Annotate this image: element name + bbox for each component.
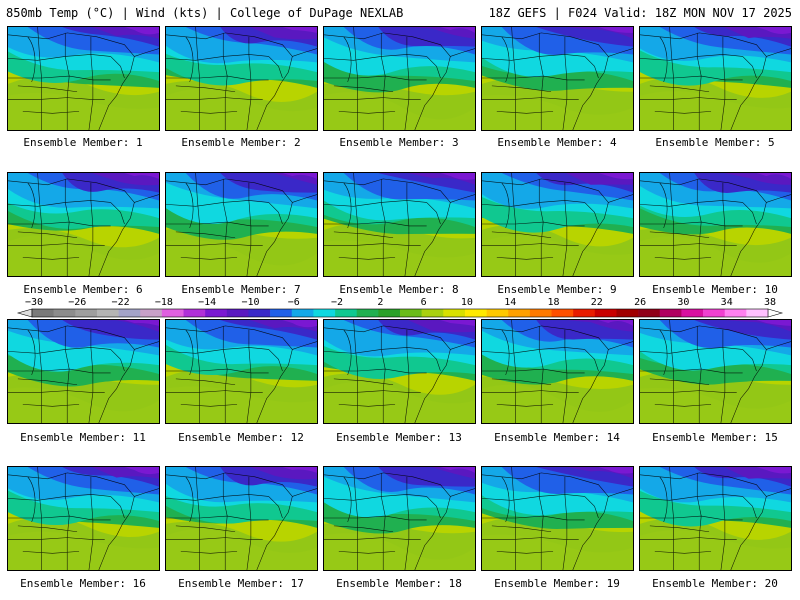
colorbar-swatch bbox=[529, 309, 552, 317]
colorbar-tick-label: −22 bbox=[112, 297, 130, 308]
colorbar-swatch bbox=[270, 309, 293, 317]
ensemble-member-label: Ensemble Member: 8 bbox=[339, 283, 459, 296]
colorbar-swatch bbox=[443, 309, 466, 317]
ensemble-member-label: Ensemble Member: 9 bbox=[497, 283, 617, 296]
ensemble-member-label: Ensemble Member: 13 bbox=[336, 431, 462, 444]
ensemble-member-label: Ensemble Member: 2 bbox=[181, 136, 301, 149]
ensemble-member-label: Ensemble Member: 14 bbox=[494, 431, 620, 444]
ensemble-map-8 bbox=[323, 172, 476, 277]
ensemble-map-14 bbox=[481, 319, 634, 424]
colorbar-tick-label: 14 bbox=[504, 297, 516, 308]
ensemble-map-19 bbox=[481, 466, 634, 571]
ensemble-map-1 bbox=[7, 26, 160, 131]
colorbar-tick-label: −30 bbox=[25, 297, 43, 308]
colorbar-tick-label: 6 bbox=[421, 297, 427, 308]
ensemble-map-12 bbox=[165, 319, 318, 424]
colorbar-low-arrow bbox=[16, 308, 33, 318]
colorbar-tick-label: 18 bbox=[548, 297, 560, 308]
colorbar-tick-label: 22 bbox=[591, 297, 603, 308]
colorbar-swatch bbox=[746, 309, 769, 317]
colorbar-high-arrow bbox=[767, 308, 784, 318]
colorbar-swatch bbox=[118, 309, 141, 317]
ensemble-map-16 bbox=[7, 466, 160, 571]
colorbar-swatch bbox=[681, 309, 704, 317]
colorbar-swatch bbox=[724, 309, 747, 317]
colorbar-tick-label: −26 bbox=[68, 297, 86, 308]
colorbar-tick-label: 30 bbox=[677, 297, 689, 308]
colorbar-swatch bbox=[291, 309, 314, 317]
colorbar-tick-label: −2 bbox=[331, 297, 343, 308]
colorbar-swatch bbox=[226, 309, 249, 317]
colorbar-swatch bbox=[378, 309, 401, 317]
ensemble-member-label: Ensemble Member: 17 bbox=[178, 577, 304, 590]
ensemble-map-11 bbox=[7, 319, 160, 424]
ensemble-member-label: Ensemble Member: 15 bbox=[652, 431, 778, 444]
ensemble-member-label: Ensemble Member: 3 bbox=[339, 136, 459, 149]
colorbar-swatch bbox=[486, 309, 509, 317]
colorbar-swatch bbox=[161, 309, 184, 317]
ensemble-map-3 bbox=[323, 26, 476, 131]
colorbar-swatch bbox=[32, 309, 54, 317]
colorbar-swatch bbox=[356, 309, 379, 317]
temperature-colorbar: −30 −26 −22 −18 −14 −10 −6 −2 2 6 10 14 18 22 26 30 34 38… bbox=[16, 297, 784, 318]
colorbar-swatch bbox=[551, 309, 574, 317]
ensemble-member-label: Ensemble Member: 11 bbox=[20, 431, 146, 444]
ensemble-map-10 bbox=[639, 172, 792, 277]
ensemble-map-20 bbox=[639, 466, 792, 571]
ensemble-map-2 bbox=[165, 26, 318, 131]
ensemble-map-18 bbox=[323, 466, 476, 571]
ensemble-member-label: Ensemble Member: 4 bbox=[497, 136, 617, 149]
ensemble-map-9 bbox=[481, 172, 634, 277]
ensemble-member-label: Ensemble Member: 1 bbox=[23, 136, 143, 149]
colorbar-tick-label: 26 bbox=[634, 297, 646, 308]
colorbar-swatch bbox=[248, 309, 271, 317]
ensemble-member-label: Ensemble Member: 18 bbox=[336, 577, 462, 590]
ensemble-member-label: Ensemble Member: 16 bbox=[20, 577, 146, 590]
colorbar-swatch bbox=[400, 309, 422, 317]
colorbar-swatch bbox=[659, 309, 682, 317]
valid-time: 18Z GEFS | F024 Valid: 18Z MON NOV 17 20… bbox=[488, 6, 792, 20]
colorbar-tick-label: −18 bbox=[155, 297, 173, 308]
colorbar-tick-label: −6 bbox=[288, 297, 300, 308]
colorbar-swatch bbox=[313, 309, 336, 317]
ensemble-map-4 bbox=[481, 26, 634, 131]
ensemble-member-label: Ensemble Member: 5 bbox=[655, 136, 775, 149]
colorbar-swatch bbox=[96, 309, 119, 317]
colorbar-border bbox=[31, 308, 769, 318]
ensemble-map-5 bbox=[639, 26, 792, 131]
ensemble-map-15 bbox=[639, 319, 792, 424]
colorbar-swatch bbox=[573, 309, 596, 317]
ensemble-member-label: Ensemble Member: 12 bbox=[178, 431, 304, 444]
ensemble-member-label: Ensemble Member: 6 bbox=[23, 283, 143, 296]
ensemble-member-label: Ensemble Member: 20 bbox=[652, 577, 778, 590]
ensemble-map-6 bbox=[7, 172, 160, 277]
colorbar-tick-label: 34 bbox=[721, 297, 733, 308]
ensemble-map-13 bbox=[323, 319, 476, 424]
colorbar-swatch bbox=[508, 309, 531, 317]
colorbar-swatch bbox=[638, 309, 661, 317]
ensemble-map-17 bbox=[165, 466, 318, 571]
colorbar-swatch bbox=[140, 309, 163, 317]
colorbar-tick-label: 2 bbox=[377, 297, 383, 308]
ensemble-member-label: Ensemble Member: 7 bbox=[181, 283, 301, 296]
colorbar-swatch bbox=[205, 309, 228, 317]
map-title: 850mb Temp (°C) | Wind (kts) | College o… bbox=[6, 6, 404, 20]
colorbar-tick-label: 38 bbox=[764, 297, 776, 308]
colorbar-tick-label: 10 bbox=[461, 297, 473, 308]
ensemble-map-7 bbox=[165, 172, 318, 277]
colorbar-tick-label: −14 bbox=[198, 297, 216, 308]
colorbar-swatch bbox=[594, 309, 617, 317]
ensemble-member-label: Ensemble Member: 10 bbox=[652, 283, 778, 296]
colorbar-swatch bbox=[53, 309, 76, 317]
colorbar-swatch bbox=[335, 309, 358, 317]
ensemble-member-label: Ensemble Member: 19 bbox=[494, 577, 620, 590]
colorbar-swatch bbox=[421, 309, 444, 317]
colorbar-swatch bbox=[75, 309, 98, 317]
colorbar-tick-label: −10 bbox=[241, 297, 259, 308]
colorbar-swatch bbox=[616, 309, 639, 317]
colorbar-swatch bbox=[464, 309, 487, 317]
colorbar-swatch bbox=[183, 309, 206, 317]
colorbar-swatch bbox=[703, 309, 726, 317]
